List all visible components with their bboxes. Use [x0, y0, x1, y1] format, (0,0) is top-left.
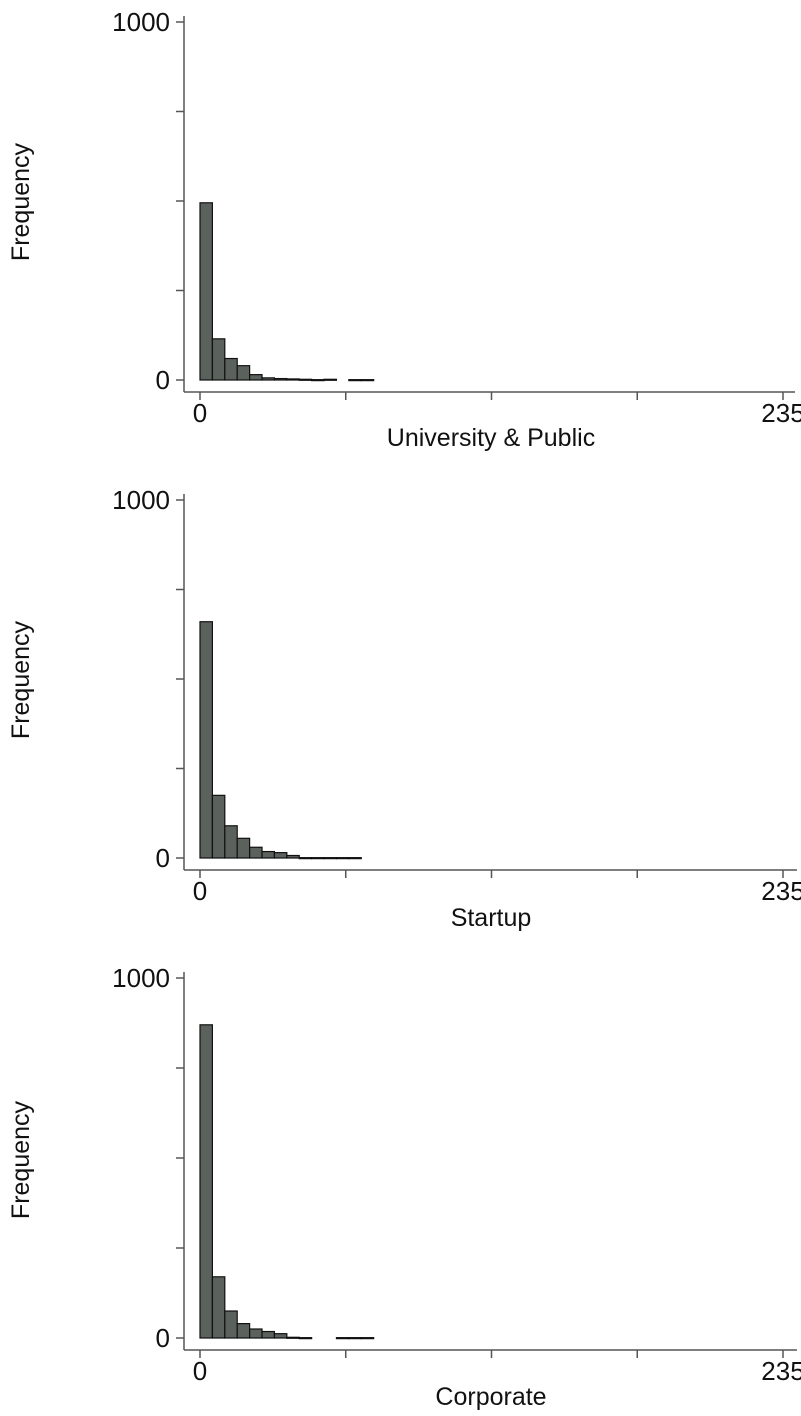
histogram-bar	[261, 1330, 276, 1339]
y-tick-label: 0	[156, 1323, 170, 1353]
histogram-bar	[360, 1337, 375, 1340]
histogram-bar	[261, 850, 276, 859]
x-tick-label: 235	[761, 398, 801, 428]
x-tick-label: 0	[193, 1356, 207, 1386]
histogram-bar	[298, 1337, 313, 1340]
histogram-bar	[335, 1337, 350, 1340]
histogram-bar	[335, 857, 350, 860]
histogram-bar	[286, 378, 300, 381]
histogram-bar	[273, 377, 288, 381]
histogram-bar	[311, 857, 325, 860]
y-axis-title: Frequency	[7, 1100, 35, 1219]
histogram-bar	[224, 357, 238, 381]
y-tick-label: 0	[156, 365, 170, 395]
histogram-bar	[286, 1336, 300, 1339]
x-tick-label: 235	[761, 1356, 801, 1386]
histogram-bar	[286, 854, 300, 859]
histogram-panel-2: 0 1000 0 235 Startup Frequency	[7, 485, 801, 932]
histogram-bar	[249, 846, 263, 859]
x-axis-title: University & Public	[387, 424, 595, 452]
histogram-bar	[348, 1337, 362, 1340]
histogram-bar	[311, 379, 325, 382]
histogram-bar	[360, 379, 375, 382]
histogram-bar	[199, 621, 214, 859]
y-axis-title: Frequency	[7, 620, 35, 739]
histogram-bar	[323, 857, 338, 860]
histogram-bar	[273, 852, 288, 859]
y-tick-label: 1000	[112, 485, 170, 515]
histogram-panel-3: 0 1000 0 235 Corporate Frequency	[7, 963, 801, 1411]
x-tick-label: 0	[193, 398, 207, 428]
histogram-bar	[224, 1310, 238, 1339]
histogram-bar	[249, 1328, 263, 1339]
histogram-bar	[348, 379, 362, 382]
histogram-bar	[236, 365, 251, 381]
histogram-bar	[236, 837, 251, 859]
y-tick-label: 1000	[112, 963, 170, 993]
histogram-bar	[211, 794, 226, 859]
histogram-bar	[348, 857, 362, 860]
histogram-bar	[199, 1024, 214, 1339]
histogram-bar	[273, 1333, 288, 1339]
histogram-bar	[249, 374, 263, 381]
x-axis-title: Startup	[451, 904, 532, 932]
y-axis-title: Frequency	[7, 142, 35, 261]
histogram-bar	[298, 857, 313, 860]
histogram-bar	[211, 338, 226, 381]
histogram-bar	[323, 378, 338, 381]
y-tick-label: 1000	[112, 7, 170, 37]
histogram-bar	[236, 1322, 251, 1339]
histogram-panel-1: 0 1000 0 235 University & Public Frequency	[7, 7, 801, 452]
x-tick-label: 0	[193, 876, 207, 906]
histogram-bar	[298, 378, 313, 381]
histogram-bar	[261, 377, 276, 381]
histogram-bar	[211, 1276, 226, 1339]
x-tick-label: 235	[761, 876, 801, 906]
histogram-bar	[199, 202, 214, 381]
y-tick-label: 0	[156, 843, 170, 873]
histogram-bar	[224, 825, 238, 859]
x-axis-title: Corporate	[435, 1383, 546, 1411]
